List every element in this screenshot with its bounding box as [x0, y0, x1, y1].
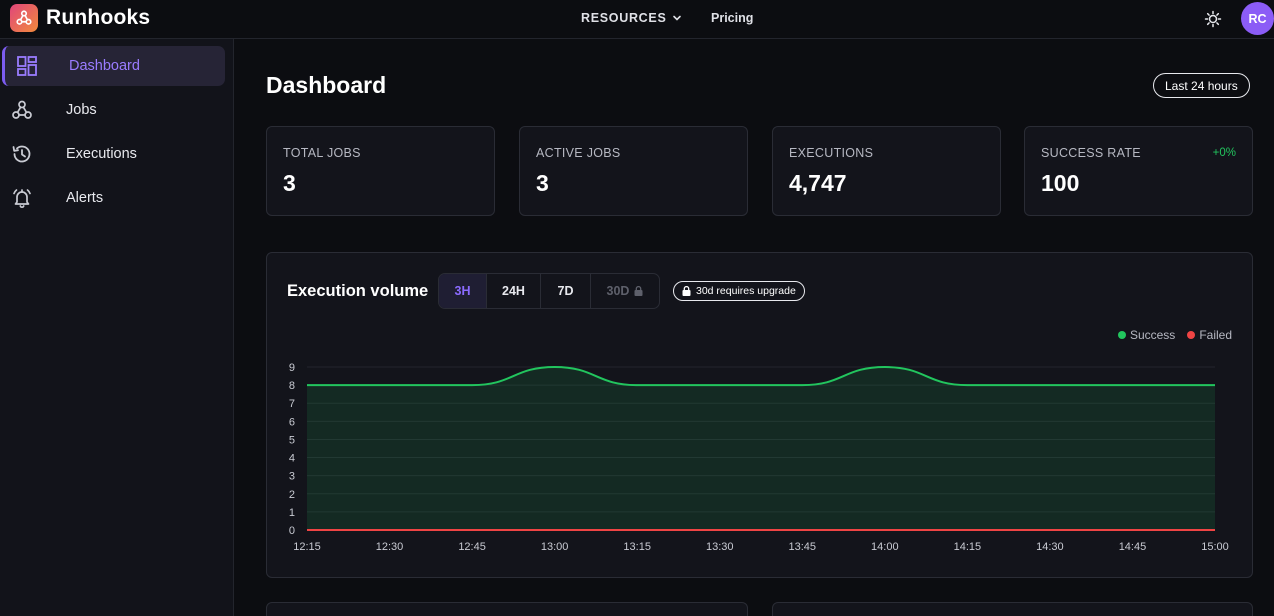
x-tick-label: 13:30 [706, 541, 734, 553]
lock-icon [682, 286, 691, 296]
bell-icon [13, 189, 31, 209]
stat-value: 3 [283, 170, 296, 196]
bottom-card-left [266, 602, 748, 616]
range-30d-button[interactable]: 30D [591, 274, 659, 308]
x-tick-label: 13:00 [541, 541, 569, 553]
stat-value: 4,747 [789, 170, 847, 196]
x-tick-label: 13:15 [623, 541, 651, 553]
sidebar-item-jobs[interactable]: Jobs [2, 90, 225, 130]
legend-label: Failed [1199, 328, 1232, 342]
y-tick-label: 6 [289, 416, 295, 428]
sidebar-item-alerts[interactable]: Alerts [2, 178, 225, 218]
execution-volume-chart: 0 1 2 3 4 5 6 7 8 9 12:15 12:30 12:45 13:00 13:15 13:30… [289, 362, 1229, 553]
x-tick-label: 14:45 [1119, 541, 1147, 553]
y-tick-label: 9 [289, 362, 295, 374]
x-tick-label: 14:00 [871, 541, 899, 553]
stat-value: 3 [536, 170, 549, 196]
sidebar-item-executions[interactable]: Executions [2, 134, 225, 174]
sidebar-item-label: Alerts [66, 190, 104, 206]
range-label: 24H [502, 284, 525, 298]
sidebar-item-label: Dashboard [69, 58, 140, 74]
page-title: Dashboard [266, 72, 387, 98]
y-tick-label: 1 [289, 507, 295, 519]
stat-label: SUCCESS RATE [1041, 146, 1141, 160]
stat-card-total-jobs: TOTAL JOBS 3 [266, 126, 495, 216]
execution-volume-card: Execution volume 3H 24H 7D 30D [266, 252, 1253, 578]
failed-dot-icon [1187, 331, 1196, 339]
webhook-logo-icon [16, 10, 32, 25]
chart-legend: Success Failed [1117, 328, 1232, 342]
history-icon [12, 145, 31, 163]
range-segmented-control: 3H 24H 7D 30D [438, 273, 660, 309]
stat-label: TOTAL JOBS [283, 146, 361, 160]
legend-label: Success [1129, 328, 1176, 342]
x-tick-label: 12:30 [376, 541, 404, 553]
y-tick-label: 8 [289, 380, 295, 392]
range-3h-button[interactable]: 3H [439, 274, 487, 308]
legend-item-failed[interactable]: Failed [1187, 328, 1232, 342]
sidebar-item-label: Executions [66, 146, 137, 162]
x-tick-label: 14:30 [1036, 541, 1064, 553]
brand-name[interactable]: Runhooks [46, 6, 151, 29]
user-avatar[interactable]: RC [1241, 2, 1274, 35]
upgrade-note: 30d requires upgrade [696, 285, 796, 297]
stat-delta: +0% [1212, 147, 1236, 159]
chevron-down-icon [673, 15, 682, 21]
range-label: 3H [454, 284, 471, 298]
lock-icon [634, 286, 643, 296]
stat-card-success-rate: SUCCESS RATE +0% 100 [1024, 126, 1253, 216]
main-content: Dashboard Last 24 hours TOTAL JOBS 3 ACT… [234, 39, 1274, 616]
stat-label: ACTIVE JOBS [536, 146, 621, 160]
upgrade-badge[interactable]: 30d requires upgrade [673, 281, 805, 301]
top-navbar: Runhooks RESOURCES Pricing RC [0, 0, 1274, 39]
success-dot-icon [1117, 331, 1126, 339]
dashboard-grid-icon [17, 56, 37, 76]
sidebar-item-label: Jobs [66, 102, 97, 118]
y-tick-label: 2 [289, 489, 295, 501]
stat-label: EXECUTIONS [789, 146, 874, 160]
range-label: 7D [557, 284, 574, 298]
x-tick-label: 14:15 [954, 541, 982, 553]
pricing-link[interactable]: Pricing [711, 11, 754, 25]
resources-label: RESOURCES [581, 11, 667, 25]
legend-item-success[interactable]: Success [1117, 328, 1176, 342]
x-tick-label: 15:00 [1201, 541, 1229, 553]
x-tick-label: 12:15 [293, 541, 321, 553]
y-tick-label: 7 [289, 398, 295, 410]
stat-card-active-jobs: ACTIVE JOBS 3 [519, 126, 748, 216]
webhook-icon [12, 100, 32, 119]
sidebar-item-dashboard[interactable]: Dashboard [2, 46, 225, 86]
time-range-selector[interactable]: Last 24 hours [1153, 73, 1250, 98]
y-tick-label: 5 [289, 434, 295, 446]
y-tick-label: 4 [289, 453, 295, 465]
x-tick-label: 12:45 [458, 541, 486, 553]
range-24h-button[interactable]: 24H [487, 274, 541, 308]
sun-icon [1204, 10, 1222, 28]
range-7d-button[interactable]: 7D [541, 274, 591, 308]
resources-menu[interactable]: RESOURCES [581, 11, 682, 25]
y-tick-label: 0 [289, 525, 295, 537]
stat-value: 100 [1041, 170, 1080, 196]
runhooks-logo[interactable] [10, 4, 38, 32]
theme-toggle-button[interactable] [1203, 9, 1223, 29]
bottom-card-right [772, 602, 1253, 616]
success-area [307, 367, 1215, 530]
sidebar: Dashboard Jobs Executions [0, 39, 234, 616]
range-label: 30D [606, 284, 630, 298]
chart-title: Execution volume [287, 282, 429, 300]
y-tick-label: 3 [289, 471, 295, 483]
x-tick-label: 13:45 [789, 541, 817, 553]
stat-card-executions: EXECUTIONS 4,747 [772, 126, 1001, 216]
success-series-line [307, 365, 1215, 387]
